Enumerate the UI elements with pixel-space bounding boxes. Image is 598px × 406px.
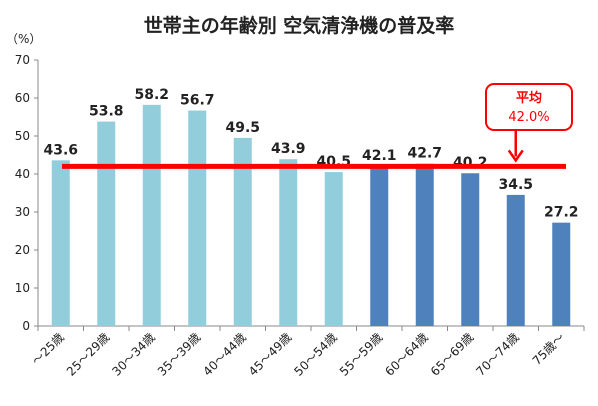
bar (324, 172, 343, 326)
bar (370, 166, 389, 326)
average-callout-box (485, 83, 573, 131)
x-tick-label: 75歳～ (530, 330, 568, 368)
chart-title: 世帯主の年齢別 空気清浄機の普及率 (144, 14, 455, 37)
bar (97, 121, 116, 326)
bar (552, 222, 571, 326)
bar (506, 194, 525, 326)
y-tick-label: 70 (15, 53, 30, 67)
y-tick-label: 60 (15, 91, 30, 105)
bar (142, 104, 161, 326)
data-label: 58.2 (134, 87, 169, 103)
x-tick-label: ～25歳 (29, 330, 67, 368)
x-tick-label: 70～74歳 (473, 330, 521, 378)
bar (415, 163, 434, 326)
average-title: 平均 (516, 90, 542, 106)
average-annotation: 平均 42.0% (62, 83, 573, 169)
bar (188, 110, 207, 326)
y-tick-label: 10 (15, 281, 30, 295)
x-tick-label: 45～49歳 (246, 330, 294, 378)
data-label: 43.9 (271, 141, 306, 157)
x-tick-label: 35～39歳 (155, 330, 203, 378)
y-tick-label: 40 (15, 167, 30, 181)
data-label: 56.7 (180, 93, 215, 109)
data-label: 49.5 (225, 120, 260, 136)
x-tick-label: 50～54歳 (291, 330, 339, 378)
x-tick-label: 65～69歳 (428, 330, 476, 378)
data-label: 43.6 (43, 142, 78, 158)
x-tick-label: 60～64歳 (382, 330, 430, 378)
average-arrow-head (507, 149, 524, 163)
bars (51, 104, 571, 326)
y-tick-label: 50 (15, 129, 30, 143)
average-value: 42.0% (508, 110, 549, 125)
x-tick-label: 55～59歳 (337, 330, 385, 378)
x-tick-label: 30～34歳 (109, 330, 157, 378)
data-label: 42.7 (407, 146, 442, 162)
y-tick-label: 0 (22, 319, 30, 333)
bar (51, 160, 70, 326)
data-label: 42.1 (362, 148, 397, 164)
data-label: 34.5 (498, 177, 533, 193)
x-tick-label: 40～44歳 (200, 330, 248, 378)
data-label: 27.2 (544, 205, 579, 221)
y-tick-label: 20 (15, 243, 30, 257)
bar (233, 137, 252, 326)
bar (461, 173, 480, 326)
data-label: 53.8 (89, 104, 124, 120)
y-unit-label: （%） (6, 32, 41, 46)
x-tick-label: 25～29歳 (64, 330, 112, 378)
bar (279, 159, 298, 326)
y-tick-label: 30 (15, 205, 30, 219)
